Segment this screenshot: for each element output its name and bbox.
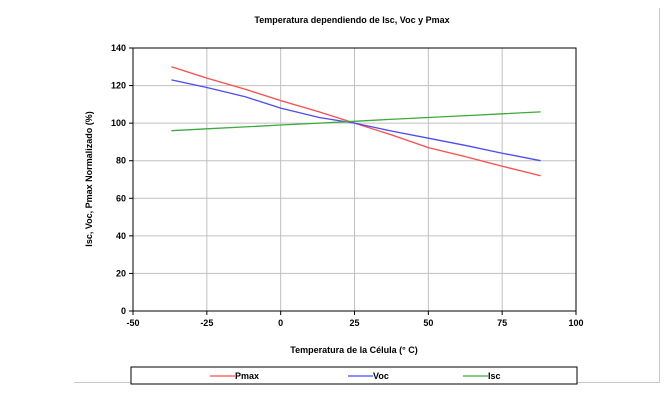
x-tick-label: -50 — [126, 318, 139, 328]
grid-lines — [129, 47, 577, 315]
y-tick-label: 60 — [116, 193, 126, 203]
x-axis-label: Temperatura de la Célula (° C) — [290, 345, 417, 355]
y-tick-label: 80 — [116, 156, 126, 166]
x-tick-label: 50 — [423, 318, 433, 328]
y-tick-label: 100 — [111, 118, 126, 128]
y-tick-label: 140 — [111, 43, 126, 53]
legend-label-isc: Isc — [488, 371, 501, 381]
series-line-isc — [171, 111, 541, 132]
plot-area-border — [132, 47, 577, 312]
x-tick-label: 75 — [497, 318, 507, 328]
legend: Pmax Voc Isc — [210, 371, 501, 381]
x-tick-label: -25 — [200, 318, 213, 328]
chart-title: Temperatura dependiendo de Isc, Voc y Pm… — [254, 15, 449, 25]
y-tick-label: 120 — [111, 81, 126, 91]
x-tick-label: 100 — [568, 318, 583, 328]
legend-label-voc: Voc — [373, 371, 389, 381]
series-line-voc — [171, 79, 541, 162]
y-axis-label: Isc, Voc, Pmax Normalizado (%) — [84, 111, 94, 246]
y-tick-label: 20 — [116, 268, 126, 278]
x-tick-label: 25 — [349, 318, 359, 328]
y-tick-labels: 0 20 40 60 80 100 120 140 — [111, 43, 126, 316]
y-tick-label: 40 — [116, 231, 126, 241]
x-tick-labels: -50 -25 0 25 50 75 100 — [126, 318, 583, 328]
x-tick-label: 0 — [278, 318, 283, 328]
y-tick-label: 0 — [121, 306, 126, 316]
legend-label-pmax: Pmax — [235, 371, 259, 381]
series-lines — [171, 66, 541, 177]
